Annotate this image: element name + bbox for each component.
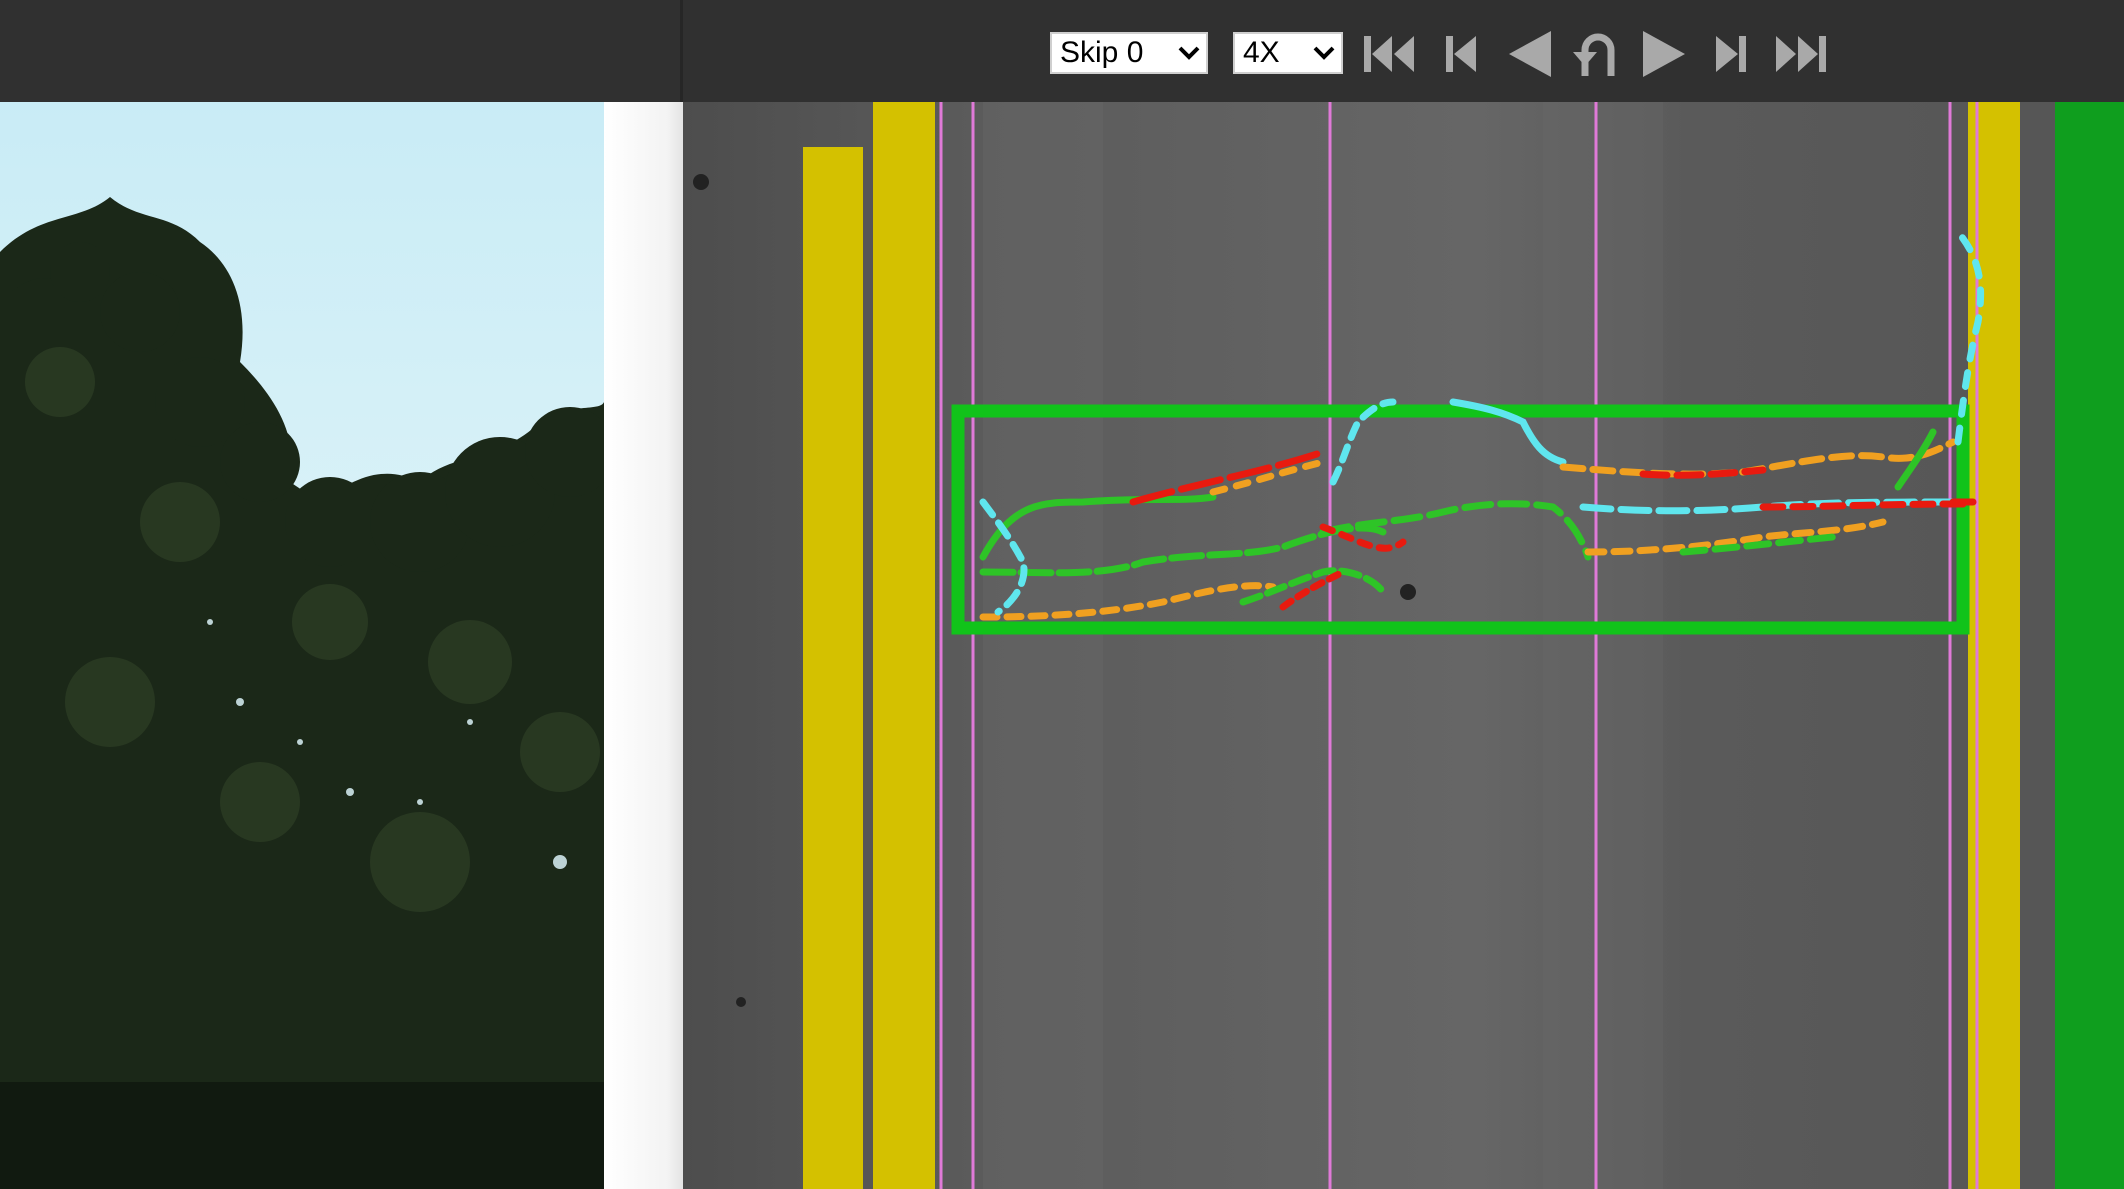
- play-reverse-icon: [1509, 31, 1551, 77]
- chevron-down-icon: [1307, 34, 1341, 72]
- playback-toolbar: Skip 0 4X: [0, 0, 2124, 102]
- crack-trace: [1639, 466, 1767, 479]
- speed-select-value: 4X: [1243, 36, 1280, 69]
- last-frame-icon: [1776, 36, 1826, 72]
- play-forward-icon: [1643, 31, 1685, 77]
- pavement-distress-image: [683, 102, 2124, 1189]
- play-reverse-button[interactable]: [1500, 26, 1560, 82]
- crack-trace: [979, 498, 1028, 616]
- crack-trace: [1759, 500, 1967, 511]
- panel-gap: [604, 102, 684, 1189]
- crack-trace: [1209, 458, 1327, 496]
- lane-marking-left-inner: [873, 102, 935, 1189]
- crack-trace: [1129, 448, 1327, 506]
- roadside-camera-image: [0, 102, 604, 1189]
- play-forward-button[interactable]: [1634, 26, 1694, 82]
- lane-marking-left-outer: [803, 147, 863, 1189]
- speed-select[interactable]: 4X: [1233, 32, 1343, 74]
- crack-trace: [1279, 568, 1347, 611]
- loop-button[interactable]: [1568, 26, 1628, 82]
- crack-trace: [1319, 500, 1592, 561]
- previous-segment-button[interactable]: [1432, 26, 1492, 82]
- loop-icon: [1573, 33, 1615, 76]
- crack-trace: [1559, 438, 1957, 478]
- crack-trace: [1329, 398, 1397, 486]
- crack-trace: [979, 493, 1217, 561]
- first-frame-icon: [1364, 36, 1414, 72]
- crack-trace: [1894, 428, 1937, 491]
- first-frame-button[interactable]: [1360, 26, 1420, 82]
- crack-trace: [1449, 398, 1567, 466]
- distress-bounding-box: [951, 404, 1970, 635]
- last-frame-button[interactable]: [1770, 26, 1830, 82]
- chevron-down-icon: [1172, 34, 1206, 72]
- skip-select-value: Skip 0: [1060, 36, 1144, 69]
- next-segment-icon: [1716, 36, 1746, 72]
- crack-trace: [1954, 228, 1985, 446]
- crack-trace: [979, 582, 1277, 621]
- next-segment-button[interactable]: [1700, 26, 1760, 82]
- crack-trace: [1239, 567, 1387, 606]
- toolbar-divider: [680, 0, 683, 102]
- skip-select[interactable]: Skip 0: [1050, 32, 1208, 74]
- previous-segment-icon: [1446, 36, 1476, 72]
- crack-trace: [1319, 523, 1407, 552]
- crack-trace: [1679, 533, 1837, 556]
- shoulder-area: [2055, 102, 2124, 1189]
